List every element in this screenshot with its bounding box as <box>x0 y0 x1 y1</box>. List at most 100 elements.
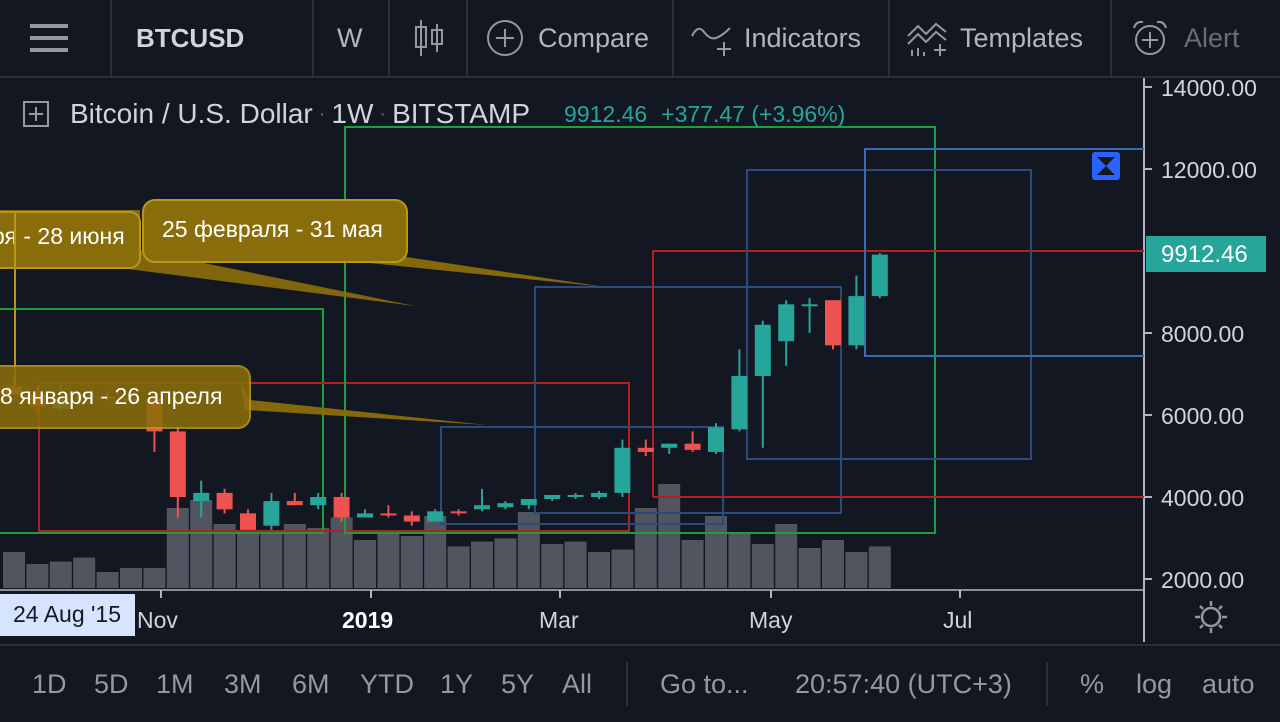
goto-button[interactable]: Go to... <box>660 668 749 699</box>
volume-bar <box>330 517 353 588</box>
candle <box>474 488 490 512</box>
range-rect[interactable] <box>440 426 724 525</box>
alarm-clock-icon <box>1133 20 1167 55</box>
time-cursor-tag: 24 Aug '15 <box>0 594 135 636</box>
volume-bar <box>424 516 447 588</box>
price-tick: 4000.00 <box>1161 485 1244 511</box>
percent-scale-button[interactable]: % <box>1080 668 1105 699</box>
candle <box>497 501 514 510</box>
candle <box>708 423 724 454</box>
price-tick: 14000.00 <box>1161 78 1257 101</box>
range-all-button[interactable]: All <box>562 668 593 699</box>
time-tick: Nov <box>137 607 178 633</box>
volume-bar <box>73 557 96 588</box>
interval-button[interactable]: W <box>337 22 363 53</box>
chart-type-button[interactable] <box>412 0 446 76</box>
volume-bar <box>705 516 727 588</box>
toolbar-divider <box>1110 0 1112 76</box>
candle <box>380 505 397 518</box>
range-rect[interactable] <box>0 308 324 534</box>
callout-3[interactable]: 8 января - 26 апреля <box>0 365 487 429</box>
candle <box>520 499 537 510</box>
legend-symbol-name: Bitcoin / U.S. Dollar <box>70 98 313 129</box>
range-rect[interactable] <box>534 286 842 514</box>
candle <box>403 511 420 526</box>
compare-label: Compare <box>538 22 650 53</box>
candle <box>567 492 584 500</box>
hourglass-icon[interactable] <box>1092 152 1120 180</box>
log-scale-button[interactable]: log <box>1136 668 1173 699</box>
symbol-search-button[interactable]: BTCUSD <box>136 22 245 53</box>
compare-button[interactable]: Compare <box>486 0 649 76</box>
time-axis[interactable]: Nov 2019 Mar May Jul <box>137 590 972 633</box>
indicators-button[interactable]: Indicators <box>690 0 861 76</box>
range-1d-button[interactable]: 1D <box>32 668 67 699</box>
price-axis[interactable]: 14000.00 12000.00 8000.00 6000.00 4000.00 200… <box>1144 78 1257 593</box>
candle <box>801 298 818 333</box>
range-ytd-button[interactable]: YTD <box>360 668 414 699</box>
volume-bar <box>447 546 470 588</box>
callout-2[interactable]: 25 февраля - 31 мая <box>142 199 605 287</box>
volume-bar <box>143 568 166 588</box>
volume-bar <box>49 561 72 588</box>
callout-1[interactable]: ря - 28 июня <box>0 210 415 306</box>
callout-label: 8 января - 26 апреля <box>0 383 222 409</box>
volume-bar <box>681 540 704 588</box>
top-toolbar: BTCUSD W Compare Indicators Templates Al… <box>0 0 1280 78</box>
range-5d-button[interactable]: 5D <box>94 668 129 699</box>
range-rect[interactable] <box>864 148 1144 357</box>
volume-bar <box>611 549 634 588</box>
volume-bar <box>845 552 868 588</box>
bottom-toolbar: 1D 5D 1M 3M 6M YTD 1Y 5Y All Go to... 20… <box>0 644 1280 722</box>
range-rect[interactable] <box>652 250 1144 497</box>
volume-bars <box>3 484 891 588</box>
volume-bar <box>728 532 751 588</box>
candles-icon <box>415 20 443 56</box>
clock-timezone[interactable]: 20:57:40 (UTC+3) <box>795 668 1012 699</box>
range-6m-button[interactable]: 6M <box>292 668 330 699</box>
time-tick: 2019 <box>342 607 393 633</box>
candle <box>263 492 280 530</box>
candle <box>310 492 327 510</box>
templates-button[interactable]: Templates <box>906 0 1083 76</box>
candle <box>637 439 654 456</box>
menu-button[interactable] <box>28 0 78 76</box>
legend-separator: · <box>379 102 387 125</box>
volume-bar <box>120 568 142 588</box>
price-chart[interactable]: ря - 28 июня 25 февраля - 31 мая 8 январ… <box>0 78 1280 642</box>
settings-gear-icon[interactable] <box>1195 601 1227 633</box>
auto-scale-button[interactable]: auto <box>1202 668 1255 699</box>
volume-bar <box>541 544 564 588</box>
volume-bar <box>354 540 376 588</box>
price-tick: 8000.00 <box>1161 321 1244 347</box>
candle <box>614 439 631 497</box>
candle <box>357 509 373 518</box>
alert-button[interactable]: Alert <box>1130 0 1240 76</box>
range-rect[interactable] <box>344 126 936 534</box>
volume-bar <box>822 540 844 588</box>
volume-bar <box>96 572 119 588</box>
volume-bar <box>634 508 657 588</box>
volume-bar <box>588 552 610 588</box>
volume-bar <box>307 528 330 588</box>
legend-separator: · <box>318 102 326 125</box>
candle <box>825 300 841 350</box>
toolbar-divider <box>466 0 468 76</box>
add-square-icon[interactable] <box>22 100 50 128</box>
range-rect[interactable] <box>746 169 1032 460</box>
candle <box>871 253 888 299</box>
callout-label: ря - 28 июня <box>0 223 125 249</box>
range-1m-button[interactable]: 1M <box>156 668 194 699</box>
candle <box>216 488 233 514</box>
alert-label: Alert <box>1184 22 1240 53</box>
range-5y-button[interactable]: 5Y <box>501 668 535 699</box>
volume-bar <box>658 484 681 588</box>
price-tick: 6000.00 <box>1161 403 1244 429</box>
range-3m-button[interactable]: 3M <box>224 668 262 699</box>
legend-change: +377.47 (+3.96%) <box>661 100 846 127</box>
candle <box>591 490 607 500</box>
range-1y-button[interactable]: 1Y <box>440 668 474 699</box>
indicators-label: Indicators <box>744 22 862 53</box>
volume-bar <box>260 530 283 588</box>
volume-bar <box>166 508 189 588</box>
